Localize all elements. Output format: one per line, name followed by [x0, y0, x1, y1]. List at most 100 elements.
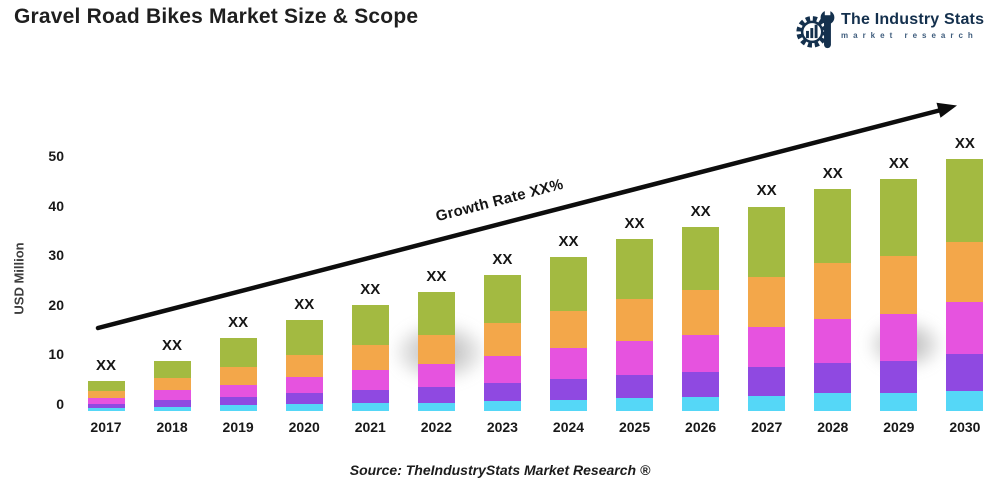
- bar-value-label: XX: [756, 182, 777, 200]
- magenta-segment: [417, 363, 455, 387]
- y-tick-label: 40: [48, 197, 64, 214]
- y-tick-label: 50: [48, 148, 64, 164]
- x-axis-label: 2024: [552, 419, 585, 435]
- bar-value-label: XX: [360, 280, 381, 298]
- cyan-segment: [682, 397, 720, 411]
- purple-segment: [616, 374, 654, 399]
- bar-2021: [351, 304, 389, 411]
- cyan-segment: [351, 403, 389, 411]
- orange-segment: [483, 322, 521, 356]
- purple-segment: [549, 378, 587, 400]
- bar-value-label: XX: [162, 336, 183, 354]
- x-axis-label: 2018: [156, 419, 188, 435]
- bar-value-label: XX: [690, 202, 711, 220]
- bar-value-label: XX: [228, 313, 249, 331]
- green-segment: [417, 292, 455, 335]
- magenta-segment: [549, 348, 587, 379]
- purple-segment: [285, 393, 323, 405]
- cyan-segment: [814, 393, 852, 411]
- orange-segment: [616, 298, 654, 341]
- x-axis-label: 2028: [817, 419, 849, 435]
- orange-segment: [946, 241, 984, 302]
- green-segment: [483, 274, 521, 323]
- bar-2023: [483, 274, 521, 411]
- purple-segment: [417, 386, 455, 403]
- bar-value-label: XX: [294, 296, 315, 314]
- purple-segment: [153, 399, 191, 407]
- green-segment: [351, 304, 389, 345]
- bar-value-label: XX: [426, 268, 447, 286]
- bar-value-label: XX: [492, 250, 513, 268]
- magenta-segment: [351, 370, 389, 390]
- magenta-segment: [748, 326, 786, 368]
- purple-segment: [814, 363, 852, 394]
- x-axis-label: 2022: [420, 419, 452, 435]
- orange-segment: [153, 378, 191, 391]
- bar-2030: [946, 158, 984, 411]
- bar-value-label: XX: [954, 134, 975, 152]
- cyan-segment: [87, 408, 125, 411]
- orange-segment: [748, 276, 786, 327]
- orange-segment: [417, 334, 455, 364]
- x-axis-label: 2026: [685, 419, 717, 435]
- x-axis-label: 2017: [90, 419, 122, 435]
- purple-segment: [880, 360, 918, 393]
- industry-stats-logo: The Industry Stats market research: [794, 6, 984, 52]
- purple-segment: [748, 367, 786, 396]
- logo-name: The Industry Stats: [841, 11, 985, 28]
- magenta-segment: [483, 355, 521, 383]
- cyan-segment: [946, 390, 984, 411]
- page-title: Gravel Road Bikes Market Size & Scope: [14, 5, 419, 28]
- green-segment: [748, 206, 786, 277]
- purple-segment: [946, 353, 984, 391]
- logo-tagline: market research: [841, 31, 978, 40]
- green-segment: [549, 256, 587, 312]
- orange-segment: [682, 290, 720, 336]
- purple-segment: [483, 382, 521, 402]
- purple-segment: [351, 389, 389, 404]
- bar-value-label: XX: [95, 356, 116, 374]
- green-segment: [946, 158, 984, 242]
- bar-2025: [616, 239, 654, 411]
- cyan-segment: [616, 398, 654, 411]
- x-axis-label: 2030: [949, 419, 981, 435]
- green-segment: [219, 337, 257, 367]
- bar-2028: [814, 188, 852, 411]
- green-segment: [682, 226, 720, 291]
- orange-segment: [285, 354, 323, 377]
- orange-segment: [87, 390, 125, 398]
- magenta-segment: [153, 390, 191, 400]
- magenta-segment: [285, 376, 323, 394]
- bar-2017: [87, 380, 125, 411]
- magenta-segment: [880, 314, 918, 361]
- bar-value-label: XX: [624, 215, 645, 233]
- y-tick-label: 10: [48, 346, 64, 363]
- logo-text: The Industry Stats market research: [841, 6, 984, 40]
- y-tick-label: 20: [48, 296, 64, 313]
- green-segment: [87, 380, 125, 391]
- bar-2026: [682, 226, 720, 411]
- growth-rate-label: Growth Rate XX%: [434, 175, 566, 226]
- magenta-segment: [616, 340, 654, 375]
- cyan-segment: [219, 405, 257, 411]
- y-axis-title: USD Million: [11, 242, 27, 315]
- purple-segment: [219, 396, 257, 406]
- orange-segment: [549, 311, 587, 349]
- magenta-segment: [946, 301, 984, 354]
- bar-value-label: XX: [558, 232, 579, 250]
- cyan-segment: [748, 395, 786, 411]
- cyan-segment: [483, 401, 521, 411]
- magenta-segment: [814, 318, 852, 364]
- x-axis-label: 2019: [222, 419, 254, 435]
- bar-value-label: XX: [888, 154, 909, 172]
- green-segment: [814, 188, 852, 264]
- bar-2029: [880, 178, 918, 411]
- x-axis-label: 2021: [354, 419, 386, 435]
- x-axis-label: 2027: [751, 419, 783, 435]
- source-attribution: Source: TheIndustryStats Market Research…: [349, 462, 651, 478]
- x-axis-label: 2025: [618, 419, 651, 435]
- x-axis-label: 2023: [486, 419, 518, 435]
- purple-segment: [682, 371, 720, 398]
